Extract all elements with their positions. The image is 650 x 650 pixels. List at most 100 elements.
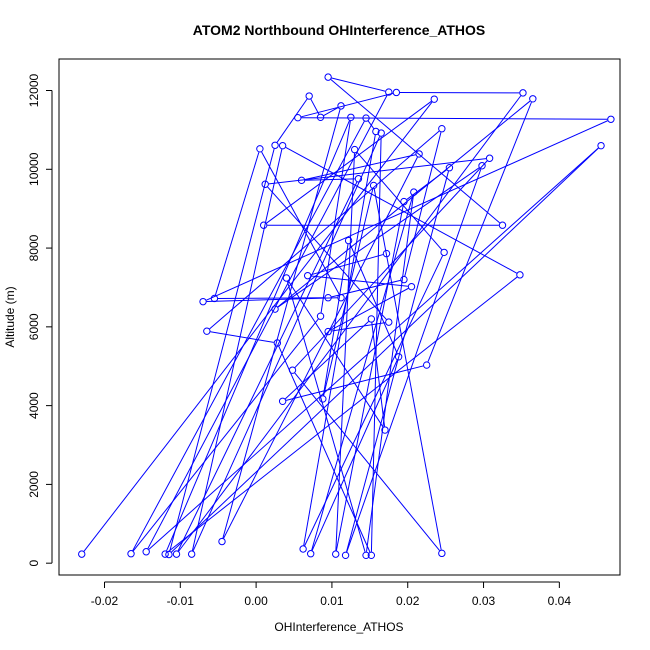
x-tick-label: 0.03 xyxy=(472,594,496,608)
data-point xyxy=(165,550,173,559)
data-point xyxy=(385,88,393,96)
series-segment xyxy=(356,151,443,251)
data-point xyxy=(303,271,312,280)
data-point xyxy=(337,293,345,302)
data-point xyxy=(400,275,408,284)
data-point xyxy=(316,312,325,320)
data-point xyxy=(142,548,150,556)
series-segment xyxy=(177,181,358,552)
data-point xyxy=(324,293,332,302)
data-point xyxy=(382,249,391,258)
data-point xyxy=(341,551,350,560)
data-point xyxy=(350,145,359,154)
series-segment xyxy=(373,188,442,550)
y-tick-label: 12000 xyxy=(27,74,41,108)
data-point xyxy=(288,366,297,374)
data-point xyxy=(529,95,537,103)
data-point xyxy=(367,315,376,323)
data-point xyxy=(337,102,345,110)
data-point xyxy=(597,141,605,150)
series-segment xyxy=(169,148,275,552)
series-segment xyxy=(284,321,370,400)
data-point xyxy=(415,150,423,158)
data-point xyxy=(519,89,527,97)
data-point xyxy=(438,549,446,558)
data-point xyxy=(218,537,226,546)
data-point xyxy=(187,550,196,558)
series-segment xyxy=(267,186,387,320)
series-segment xyxy=(294,160,488,368)
y-tick-label: 6000 xyxy=(27,313,41,340)
data-point xyxy=(324,73,332,81)
data-point xyxy=(161,550,169,558)
series-segment xyxy=(266,100,432,224)
series-segment xyxy=(277,167,480,308)
series-segment xyxy=(311,275,408,287)
data-point xyxy=(306,550,315,558)
data-point xyxy=(438,125,446,133)
x-axis-label: OHInterference_ATHOS xyxy=(274,620,403,634)
data-point xyxy=(305,92,313,100)
data-point xyxy=(278,397,287,405)
series-segment xyxy=(214,152,260,296)
series-segment xyxy=(331,279,401,298)
series-segment xyxy=(304,255,444,546)
x-axis: -0.02 -0.01 0.00 0.01 0.02 0.03 0.04 xyxy=(91,581,572,608)
y-tick-label: 4000 xyxy=(27,392,41,419)
data-point xyxy=(199,297,207,306)
data-point xyxy=(78,550,86,558)
data-point xyxy=(410,188,418,196)
data-point xyxy=(394,353,403,361)
data-point xyxy=(440,248,448,257)
series-segment xyxy=(209,130,440,330)
data-point xyxy=(485,154,494,162)
series-segment xyxy=(404,132,442,277)
data-point xyxy=(203,327,211,335)
series-segment xyxy=(287,280,384,428)
x-tick-label: -0.02 xyxy=(91,594,119,608)
data-point xyxy=(607,115,615,123)
data-point xyxy=(127,550,135,558)
data-point xyxy=(381,426,389,434)
series-segment xyxy=(346,171,449,552)
data-point xyxy=(210,294,219,303)
series-segment xyxy=(310,254,384,276)
series-segment xyxy=(83,101,433,552)
series-segment xyxy=(366,195,414,552)
series-segment xyxy=(335,153,355,551)
data-point xyxy=(271,141,279,149)
series-segment xyxy=(301,92,393,118)
x-tick-label: 0.01 xyxy=(320,594,344,608)
series-segment xyxy=(222,109,341,539)
data-point xyxy=(273,339,282,347)
series-segment xyxy=(294,372,440,551)
data-point xyxy=(261,180,269,188)
series-segment xyxy=(311,359,398,551)
data-point xyxy=(445,164,454,172)
data-point xyxy=(319,395,327,403)
series-lines xyxy=(83,77,608,553)
data-point xyxy=(172,550,181,558)
series-segment xyxy=(311,195,414,551)
data-point xyxy=(344,236,353,245)
data-point xyxy=(392,88,401,97)
data-point xyxy=(385,318,393,326)
data-point xyxy=(407,282,416,291)
series-segment xyxy=(132,318,319,552)
series-segment xyxy=(210,331,274,343)
data-point xyxy=(294,113,302,122)
x-tick-label: -0.01 xyxy=(167,594,195,608)
series-segment xyxy=(331,77,386,92)
series-segment xyxy=(301,117,608,120)
y-tick-label: 8000 xyxy=(27,234,41,261)
series-points xyxy=(78,73,615,560)
x-tick-label: 0.04 xyxy=(548,594,572,608)
series-segment xyxy=(178,95,522,552)
series-segment xyxy=(331,322,386,332)
data-point xyxy=(430,95,438,103)
series-segment xyxy=(147,95,388,549)
series-segment xyxy=(278,346,371,553)
y-axis: 0 2000 4000 6000 8000 10000 12000 xyxy=(27,74,53,567)
data-point xyxy=(324,327,332,336)
